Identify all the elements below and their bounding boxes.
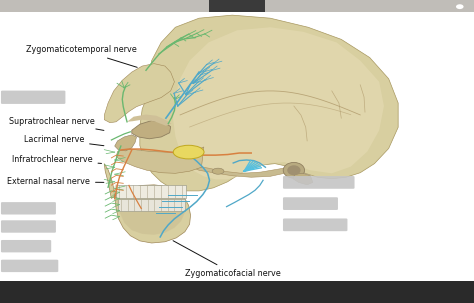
Text: External nasal nerve: External nasal nerve: [7, 177, 104, 186]
Text: Infratrochlear nerve: Infratrochlear nerve: [12, 155, 101, 165]
Text: Zygomaticotemporal nerve: Zygomaticotemporal nerve: [26, 45, 137, 67]
Bar: [0, 281, 474, 303]
FancyBboxPatch shape: [1, 91, 65, 104]
Polygon shape: [116, 147, 204, 173]
FancyBboxPatch shape: [1, 202, 56, 215]
Polygon shape: [104, 164, 191, 243]
Polygon shape: [194, 167, 294, 177]
Bar: [0, 12, 474, 281]
FancyBboxPatch shape: [1, 240, 51, 252]
FancyBboxPatch shape: [283, 176, 355, 189]
FancyBboxPatch shape: [283, 197, 338, 210]
Ellipse shape: [212, 168, 224, 174]
Polygon shape: [293, 173, 313, 185]
Polygon shape: [132, 121, 171, 139]
FancyBboxPatch shape: [283, 218, 347, 231]
Polygon shape: [173, 27, 384, 179]
Ellipse shape: [173, 145, 204, 159]
Polygon shape: [115, 135, 137, 151]
Bar: [116, 185, 186, 198]
Polygon shape: [140, 15, 398, 191]
Bar: [209, 0, 265, 12]
Text: Zygomaticofacial nerve: Zygomaticofacial nerve: [173, 241, 281, 278]
Polygon shape: [127, 115, 172, 126]
Text: Lacrimal nerve: Lacrimal nerve: [24, 135, 104, 146]
Ellipse shape: [283, 162, 304, 178]
Bar: [118, 199, 185, 211]
Circle shape: [456, 4, 464, 9]
FancyBboxPatch shape: [1, 220, 56, 233]
FancyBboxPatch shape: [1, 260, 58, 272]
Bar: [0, 0, 474, 12]
Polygon shape: [114, 183, 185, 235]
Text: Supratrochlear nerve: Supratrochlear nerve: [9, 117, 104, 130]
Ellipse shape: [287, 165, 301, 175]
Polygon shape: [104, 64, 174, 123]
